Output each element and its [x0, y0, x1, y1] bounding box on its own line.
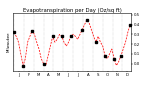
Y-axis label: Milwaukee: Milwaukee [7, 32, 11, 52]
Title: Evapotranspiration per Day (Oz/sq ft): Evapotranspiration per Day (Oz/sq ft) [23, 8, 121, 13]
